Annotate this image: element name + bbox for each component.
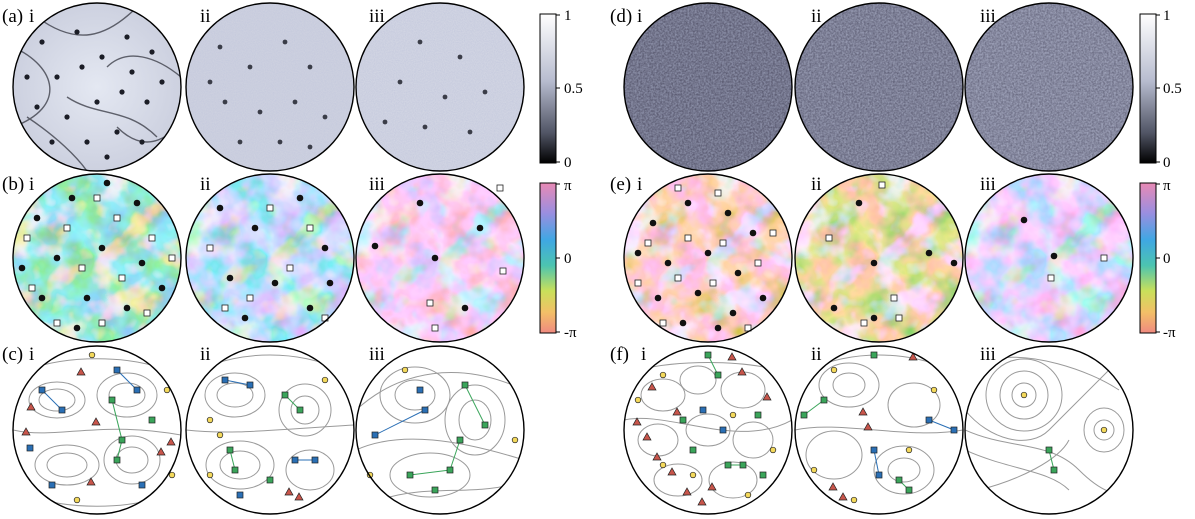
- phase-disk-e-i: [623, 173, 793, 343]
- streamline-disk-c-i: [12, 345, 182, 515]
- panel-a: (a) i ii iii: [2, 2, 525, 172]
- cbar-amp-right-tick-1: 1: [1163, 8, 1171, 24]
- cbar-amp-right-tick-05: 0.5: [1163, 81, 1182, 97]
- subpanel-label-b-iii: iii: [369, 174, 385, 195]
- subpanel-label-e-ii: ii: [811, 174, 822, 195]
- panel-label-a: (a): [2, 6, 23, 27]
- cbar-phase-right-tick-pi: π: [1163, 178, 1171, 194]
- subpanel-label-d-iii: iii: [980, 6, 996, 27]
- subpanel-label-a-i: i: [29, 6, 34, 27]
- subpanel-label-b-i: i: [29, 174, 34, 195]
- colorbar-amplitude-left: 1 0.5 0: [539, 8, 583, 171]
- phase-disk-b-i: [12, 173, 182, 343]
- panel-f: (f) i ii iii: [610, 344, 1134, 515]
- colorbar-amplitude-right: 1 0.5 0: [1139, 8, 1182, 171]
- phase-markers-b-i: [18, 179, 176, 332]
- panel-label-c: (c): [2, 344, 23, 365]
- colorbar-phase-right: π 0 -π: [1139, 178, 1176, 341]
- subpanel-label-a-iii: iii: [369, 6, 385, 27]
- streamline-disk-f-iii: [964, 345, 1134, 515]
- amplitude-disk-d-i: [623, 2, 793, 172]
- subpanel-label-e-iii: iii: [980, 174, 996, 195]
- cbar-amp-left-tick-1: 1: [564, 8, 572, 24]
- phase-disk-b-ii: [185, 173, 355, 343]
- cbar-phase-left-tick-pi: π: [564, 178, 572, 194]
- amplitude-disk-d-iii: [964, 2, 1134, 172]
- phase-disk-e-ii: [794, 173, 964, 343]
- subpanel-label-c-ii: ii: [200, 344, 211, 365]
- amplitude-disk-d-ii: [794, 2, 964, 172]
- subpanel-label-f-iii: iii: [980, 344, 996, 365]
- streamline-disk-c-iii: [355, 345, 525, 515]
- phase-disk-b-iii: [355, 173, 525, 343]
- panel-label-f: (f): [610, 344, 629, 365]
- cbar-amp-right-tick-0: 0: [1163, 155, 1171, 171]
- subpanel-label-a-ii: ii: [200, 6, 211, 27]
- amplitude-disk-a-iii: [355, 2, 525, 172]
- amplitude-disk-a-i: [12, 2, 182, 172]
- subpanel-label-f-i: i: [641, 344, 646, 365]
- cbar-phase-left-tick-0: 0: [564, 251, 572, 267]
- streamline-disk-c-ii: [185, 345, 355, 515]
- cbar-phase-right-tick-minus-pi: -π: [1163, 325, 1176, 341]
- subpanel-label-b-ii: ii: [200, 174, 211, 195]
- panel-label-d: (d): [610, 6, 632, 27]
- subpanel-label-f-ii: ii: [811, 344, 822, 365]
- colorbar-phase-left: π 0 -π: [539, 178, 577, 341]
- amplitude-disk-a-ii: [185, 2, 355, 172]
- panel-c: (c) i ii iii: [2, 344, 525, 515]
- cbar-amp-left-tick-0: 0: [564, 155, 572, 171]
- cbar-phase-left-tick-minus-pi: -π: [564, 325, 577, 341]
- panel-label-b: (b): [2, 174, 24, 195]
- panel-b: (b) i ii iii: [2, 173, 525, 343]
- phase-disk-e-iii: [964, 173, 1134, 343]
- streamline-disk-f-i: [623, 345, 793, 515]
- vortex-cores-a-i: [24, 29, 165, 160]
- cbar-phase-right-tick-0: 0: [1163, 251, 1171, 267]
- subpanel-label-d-ii: ii: [811, 6, 822, 27]
- panel-e: (e) i ii iii: [610, 173, 1134, 343]
- panel-d: (d) i ii iii: [610, 2, 1134, 172]
- subpanel-label-e-i: i: [637, 174, 642, 195]
- cbar-amp-left-tick-05: 0.5: [564, 81, 583, 97]
- panel-label-e: (e): [610, 174, 631, 195]
- subpanel-label-c-iii: iii: [369, 344, 385, 365]
- streamline-disk-f-ii: [794, 345, 964, 515]
- subpanel-label-d-i: i: [637, 6, 642, 27]
- subpanel-label-c-i: i: [29, 344, 34, 365]
